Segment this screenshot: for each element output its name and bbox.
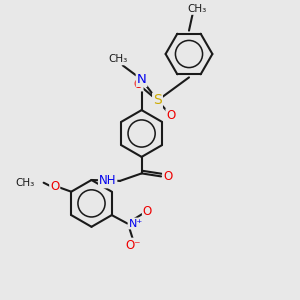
Text: CH₃: CH₃ <box>187 4 206 14</box>
Text: NH: NH <box>99 174 116 188</box>
Text: O: O <box>167 109 176 122</box>
Text: CH₃: CH₃ <box>15 178 34 188</box>
Text: N: N <box>137 73 146 86</box>
Text: O: O <box>163 170 172 183</box>
Text: O⁻: O⁻ <box>126 238 141 252</box>
Text: CH₃: CH₃ <box>108 54 127 64</box>
Text: O: O <box>50 180 59 193</box>
Text: N⁺: N⁺ <box>129 218 143 229</box>
Text: O: O <box>134 77 142 91</box>
Text: O: O <box>143 205 152 218</box>
Text: S: S <box>153 94 162 107</box>
